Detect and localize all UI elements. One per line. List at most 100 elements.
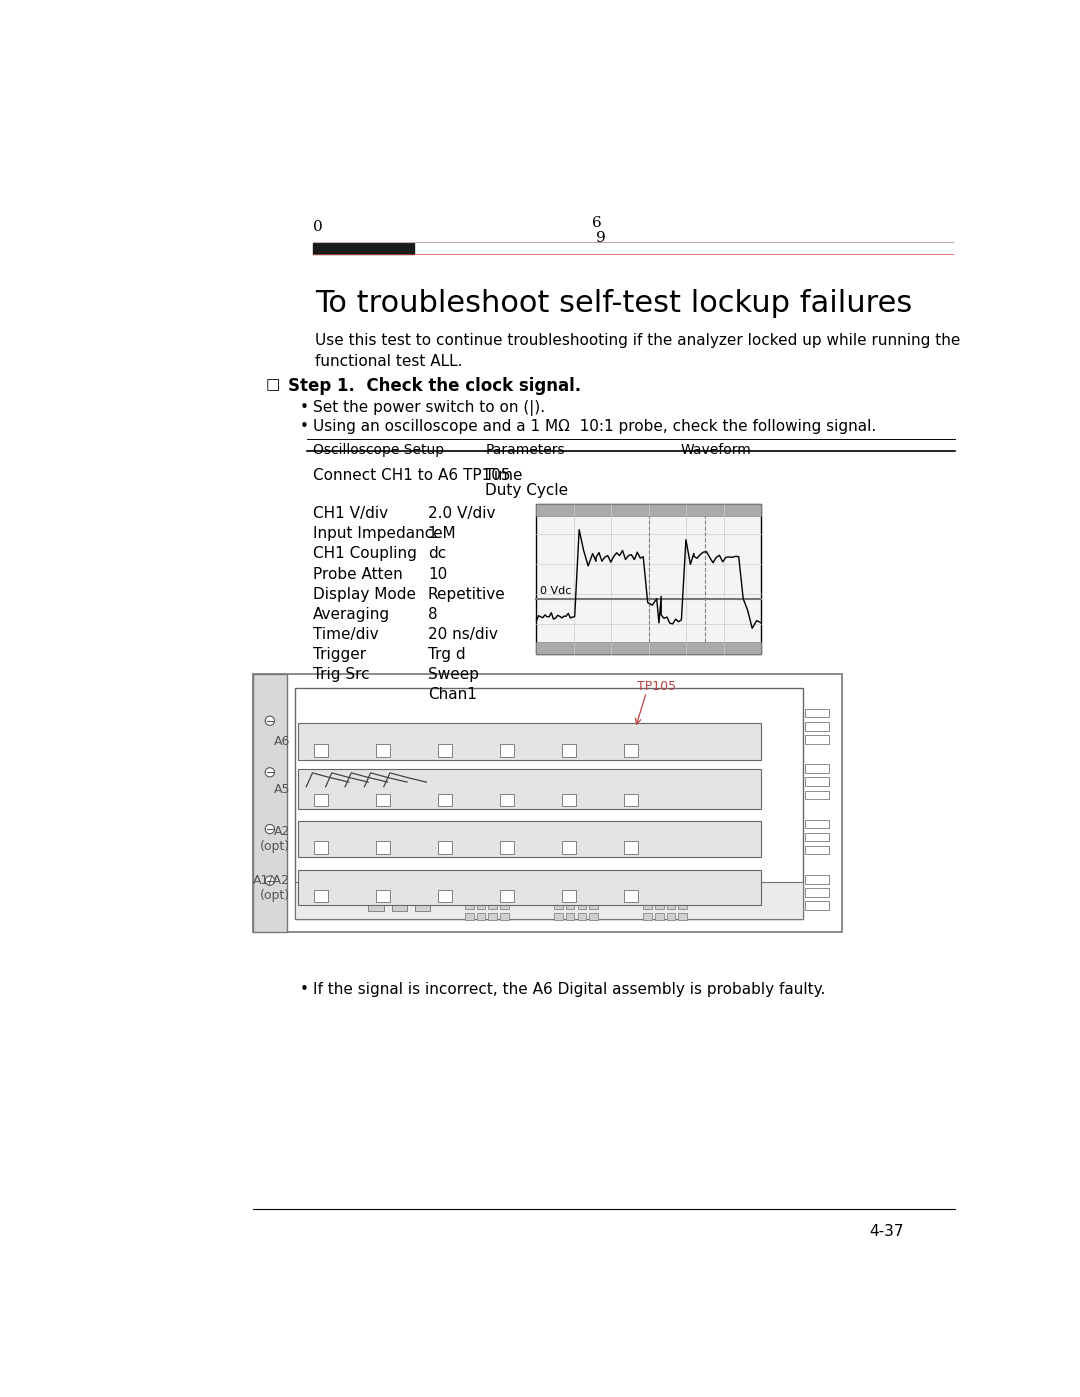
Bar	[562, 841, 576, 854]
Bar	[656, 902, 663, 909]
Text: A6: A6	[273, 735, 291, 747]
Bar	[566, 902, 575, 909]
Bar	[678, 891, 687, 898]
Bar	[438, 890, 451, 902]
Bar	[624, 890, 638, 902]
Bar	[376, 793, 390, 806]
Bar	[590, 914, 597, 921]
Bar	[537, 504, 761, 517]
Bar	[805, 708, 829, 718]
Text: •: •	[299, 419, 308, 433]
Bar	[253, 675, 841, 932]
Text: Duty Cycle: Duty Cycle	[485, 483, 568, 499]
Text: A1/A2
(opt): A1/A2 (opt)	[253, 873, 291, 901]
Text: Parameters: Parameters	[485, 443, 565, 457]
Bar	[678, 914, 687, 921]
Bar	[314, 793, 328, 806]
Text: 2.0 V/div: 2.0 V/div	[428, 507, 496, 521]
Bar	[295, 689, 804, 919]
Text: To troubleshoot self-test lockup failures: To troubleshoot self-test lockup failure…	[314, 289, 912, 319]
Bar	[537, 643, 761, 654]
Bar	[562, 745, 576, 757]
Bar	[656, 914, 663, 921]
Bar	[392, 901, 407, 911]
Bar	[476, 902, 485, 909]
Bar	[805, 764, 829, 773]
Bar	[488, 891, 497, 898]
Bar	[500, 902, 509, 909]
Text: 6: 6	[592, 217, 602, 231]
Text: Sweep: Sweep	[428, 666, 478, 682]
Bar	[537, 504, 761, 654]
Bar	[476, 914, 485, 921]
Text: Repetitive: Repetitive	[428, 587, 505, 602]
Bar	[500, 891, 509, 898]
Bar	[566, 891, 575, 898]
Text: Probe Atten: Probe Atten	[313, 567, 403, 581]
Circle shape	[266, 824, 274, 834]
Text: 0: 0	[313, 219, 323, 235]
Text: 8: 8	[428, 606, 437, 622]
Bar	[500, 890, 514, 902]
Bar	[678, 902, 687, 909]
Bar	[566, 914, 575, 921]
Bar	[476, 891, 485, 898]
Text: •: •	[299, 400, 308, 415]
Text: TP105: TP105	[637, 680, 676, 693]
Bar	[805, 888, 829, 897]
Bar	[666, 891, 675, 898]
Bar	[805, 778, 829, 787]
Bar	[666, 914, 675, 921]
Bar	[805, 735, 829, 743]
Bar	[805, 820, 829, 828]
Text: Averaging: Averaging	[313, 606, 390, 622]
Bar	[805, 901, 829, 909]
Bar	[376, 745, 390, 757]
Circle shape	[266, 768, 274, 777]
Text: dc: dc	[428, 546, 446, 562]
Bar	[578, 891, 586, 898]
Text: Trigger: Trigger	[313, 647, 366, 662]
Bar	[644, 902, 652, 909]
Bar	[438, 841, 451, 854]
Text: Time/div: Time/div	[313, 627, 379, 641]
Text: Step 1.  Check the clock signal.: Step 1. Check the clock signal.	[288, 377, 581, 395]
Bar	[376, 890, 390, 902]
Text: 9: 9	[596, 231, 606, 244]
Bar	[805, 876, 829, 884]
Bar	[666, 902, 675, 909]
Text: □: □	[266, 377, 280, 393]
Bar	[578, 914, 586, 921]
Text: Time: Time	[485, 468, 523, 483]
Bar	[624, 793, 638, 806]
Bar	[590, 891, 597, 898]
Text: •: •	[299, 982, 308, 997]
Text: CH1 Coupling: CH1 Coupling	[313, 546, 417, 562]
Text: Chan1: Chan1	[428, 686, 477, 701]
Bar	[314, 745, 328, 757]
Text: Display Mode: Display Mode	[313, 587, 416, 602]
Text: Use this test to continue troubleshooting if the analyzer locked up while runnin: Use this test to continue troubleshootin…	[314, 334, 960, 369]
Bar	[488, 902, 497, 909]
Text: CH1 V/div: CH1 V/div	[313, 507, 389, 521]
Bar	[295, 882, 804, 919]
Bar	[500, 914, 509, 921]
Bar	[578, 902, 586, 909]
Text: 20 ns/div: 20 ns/div	[428, 627, 498, 641]
Text: Waveform: Waveform	[680, 443, 752, 457]
Bar	[438, 793, 451, 806]
Bar	[554, 902, 563, 909]
Bar	[253, 675, 287, 932]
Bar	[590, 902, 597, 909]
Bar	[805, 833, 829, 841]
Bar	[805, 791, 829, 799]
Bar	[465, 891, 474, 898]
Text: Using an oscilloscope and a 1 MΩ  10:1 probe, check the following signal.: Using an oscilloscope and a 1 MΩ 10:1 pr…	[313, 419, 877, 433]
Text: A5: A5	[273, 782, 291, 795]
Text: 0 Vdc: 0 Vdc	[540, 585, 571, 595]
Bar	[438, 745, 451, 757]
Bar	[805, 722, 829, 731]
Bar	[298, 768, 761, 809]
Text: A2
(opt): A2 (opt)	[260, 826, 291, 854]
Bar	[465, 914, 474, 921]
